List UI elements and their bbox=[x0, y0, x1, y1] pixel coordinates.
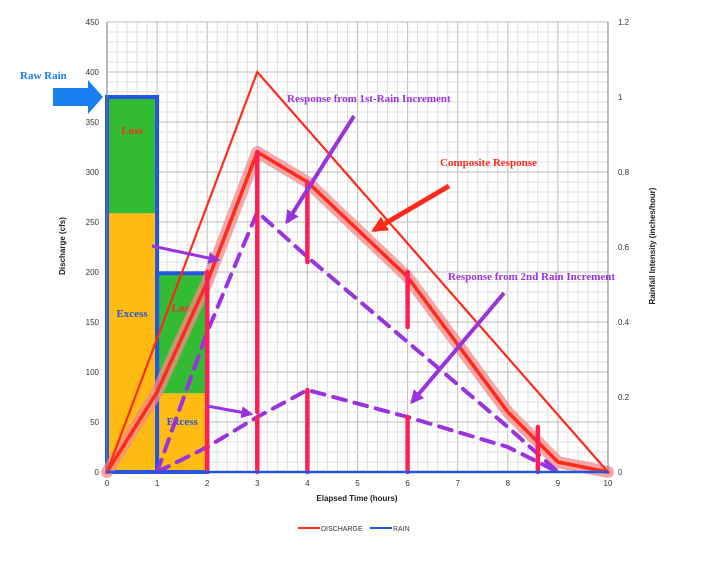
excess-to-second-arrow bbox=[206, 404, 254, 419]
x-tick-label: 1 bbox=[155, 479, 160, 488]
y-tick-label: 450 bbox=[86, 18, 100, 27]
y2-tick-label: 0 bbox=[618, 468, 623, 477]
y2-tick-label: 0.8 bbox=[618, 168, 630, 177]
y-tick-label: 100 bbox=[86, 368, 100, 377]
y-tick-label: 200 bbox=[86, 268, 100, 277]
y2-tick-label: 1.2 bbox=[618, 18, 630, 27]
first-response-line bbox=[155, 208, 560, 474]
second-response-arrow bbox=[410, 291, 506, 405]
annotations: Raw Rain Response from 1st-Rain Incremen… bbox=[20, 70, 615, 419]
rain-bar-loss-label-1: Loss bbox=[121, 125, 143, 137]
composite-response-arrow bbox=[371, 183, 451, 233]
x-tick-label: 2 bbox=[205, 479, 210, 488]
raw-rain-label: Raw Rain bbox=[20, 70, 67, 82]
rain-bar-loss-1 bbox=[107, 97, 158, 214]
y-tick-labels: 0 50 100 150 200 250 300 350 400 450 bbox=[86, 18, 100, 477]
hydrograph-lines bbox=[101, 69, 614, 478]
y-tick-label: 250 bbox=[86, 218, 100, 227]
rain-bar-excess-label-2: Excess bbox=[167, 416, 199, 428]
x-tick-label: 3 bbox=[255, 479, 260, 488]
composite-response-label: Composite Response bbox=[440, 157, 537, 169]
y2-tick-label: 0.4 bbox=[618, 318, 630, 327]
rain-bar-excess-label-1: Excess bbox=[116, 308, 148, 320]
excess-to-first-arrow bbox=[151, 244, 221, 264]
x-tick-label: 10 bbox=[604, 479, 613, 488]
first-response-arrow bbox=[285, 114, 356, 225]
y-tick-label: 350 bbox=[86, 118, 100, 127]
legend-label-rain: RAIN bbox=[393, 526, 410, 533]
y-tick-label: 50 bbox=[90, 418, 99, 427]
chart-axes bbox=[106, 22, 609, 474]
raw-rain-arrow bbox=[53, 80, 103, 114]
y-tick-label: 0 bbox=[95, 468, 100, 477]
x-tick-label: 0 bbox=[105, 479, 110, 488]
x-tick-label: 6 bbox=[405, 479, 410, 488]
y2-tick-label: 0.2 bbox=[618, 393, 630, 402]
legend-label-discharge: DISCHARGE bbox=[321, 526, 363, 533]
y2-axis-title: Rainfall Intensity (inches/hour) bbox=[648, 187, 657, 304]
x-tick-label: 8 bbox=[506, 479, 511, 488]
first-response-label: Response from 1st-Rain Increment bbox=[287, 93, 451, 105]
y2-tick-label: 1 bbox=[618, 93, 623, 102]
legend: DISCHARGE RAIN bbox=[298, 526, 410, 533]
x-tick-label: 7 bbox=[455, 479, 460, 488]
x-tick-label: 4 bbox=[305, 479, 310, 488]
y2-tick-labels: 0 0.2 0.4 0.6 0.8 1 1.2 bbox=[618, 18, 630, 477]
x-axis-title: Elapsed Time (hours) bbox=[316, 494, 398, 503]
y-tick-label: 150 bbox=[86, 318, 100, 327]
x-tick-label: 9 bbox=[556, 479, 561, 488]
y-tick-label: 400 bbox=[86, 68, 100, 77]
y2-tick-label: 0.6 bbox=[618, 243, 630, 252]
second-response-label: Response from 2nd Rain Increment bbox=[448, 271, 615, 283]
discharge-series-line bbox=[105, 69, 609, 473]
x-tick-labels: 0 1 2 3 4 5 6 7 8 9 10 bbox=[105, 479, 613, 488]
y-tick-label: 300 bbox=[86, 168, 100, 177]
x-tick-label: 5 bbox=[355, 479, 360, 488]
y-axis-title: Discharge (cfs) bbox=[58, 217, 67, 275]
